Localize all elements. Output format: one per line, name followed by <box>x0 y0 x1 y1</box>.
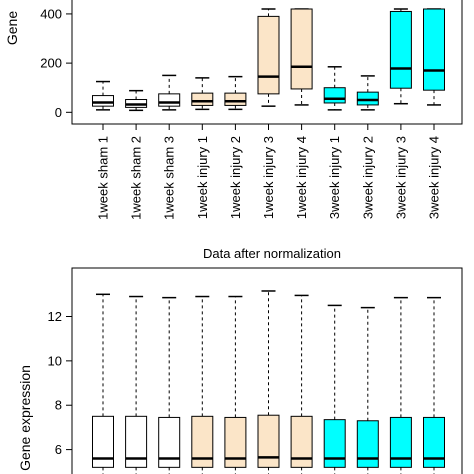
chart2-y-tick-label: 8 <box>55 398 62 413</box>
chart1-category-label: 1week injury 2 <box>228 136 243 219</box>
chart1-box <box>224 92 247 106</box>
chart1-category-label: 3week injury 1 <box>327 136 342 219</box>
chart2-plot-frame <box>71 267 463 474</box>
chart2-box <box>92 415 114 468</box>
chart2-title: Data after normalization <box>203 246 341 261</box>
chart-normalized-data: Data after normalization Gene expression… <box>17 246 463 474</box>
chart1-category-label: 1week sham 1 <box>96 136 111 220</box>
chart1-box <box>158 93 181 107</box>
chart2-y-axis-label: Gene expression <box>17 365 33 471</box>
chart-raw-data: Gene 0 200 400 1week sham 1 1week sham 2 1wee… <box>4 0 463 220</box>
chart1-box <box>356 91 379 106</box>
chart2-box <box>191 415 214 468</box>
chart2-box <box>356 420 379 468</box>
chart2-box <box>224 416 247 468</box>
chart1-category-label: 1week injury 4 <box>294 136 309 219</box>
chart1-category-label: 3week injury 2 <box>360 136 375 219</box>
chart2-y-tick-label: 10 <box>48 353 62 368</box>
chart1-y-tick-label: 0 <box>55 105 62 120</box>
chart1-category-label: 1week sham 2 <box>129 136 144 220</box>
chart2-box <box>389 416 412 468</box>
chart2-y-tick-label: 12 <box>48 309 62 324</box>
chart1-box <box>290 8 313 90</box>
chart2-box <box>125 415 148 468</box>
chart2-y-tick-label: 6 <box>55 442 62 457</box>
chart1-box <box>257 15 280 95</box>
chart1-y-tick-label: 400 <box>40 6 62 21</box>
chart2-box <box>323 419 346 468</box>
chart1-plot-frame <box>71 0 463 125</box>
chart2-box <box>158 416 181 468</box>
chart1-box <box>191 92 214 106</box>
chart1-category-label: 3week injury 4 <box>427 136 442 219</box>
chart1-y-axis-label: Gene <box>4 11 20 45</box>
chart1-box <box>389 10 412 89</box>
chart1-y-tick-label: 200 <box>40 56 62 71</box>
chart1-category-label: 3week injury 3 <box>393 136 408 219</box>
chart2-box <box>290 415 313 468</box>
chart1-box <box>323 87 346 104</box>
chart1-box <box>423 8 445 91</box>
chart2-box <box>257 414 280 468</box>
chart1-category-label: 1week injury 3 <box>261 136 276 219</box>
chart2-box <box>423 416 445 468</box>
chart1-category-label: 1week injury 1 <box>195 136 210 219</box>
chart1-box <box>92 95 114 107</box>
chart1-category-label: 1week sham 3 <box>162 136 177 220</box>
